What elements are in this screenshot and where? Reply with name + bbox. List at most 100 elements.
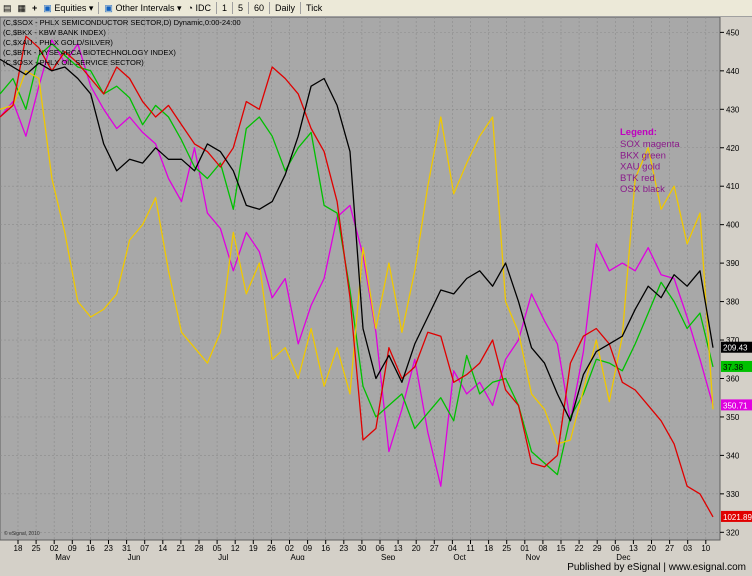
y-tick-label: 390 — [726, 259, 740, 268]
x-tick-label: 27 — [665, 544, 674, 553]
month-label: Dec — [616, 553, 630, 560]
value-badge: 37.38 — [721, 360, 752, 372]
x-tick-label: 21 — [176, 544, 185, 553]
value-badge-label: 350.71 — [723, 401, 748, 410]
x-tick-label: 09 — [68, 544, 77, 553]
divider — [248, 2, 249, 14]
value-badge-bg — [721, 341, 752, 353]
x-tick-label: 28 — [195, 544, 204, 553]
series-line — [0, 43, 714, 476]
y-tick-label: 340 — [726, 451, 740, 460]
value-badge: 209.43 — [721, 341, 752, 353]
x-tick-label: 16 — [321, 544, 330, 553]
y-tick-label: 440 — [726, 67, 740, 76]
x-tick-label: 29 — [593, 544, 602, 553]
legend-entry: SOX magenta — [620, 139, 680, 150]
crosshair-button[interactable]: + — [29, 1, 40, 15]
legend-entry: BTK red — [620, 173, 655, 184]
value-badge: 350.71 — [721, 399, 752, 411]
y-tick-label: 350 — [726, 413, 740, 422]
chart-title-line: (C,$XAU - PHLX GOLD/SILVER) — [3, 38, 113, 47]
value-badge-bg — [721, 510, 752, 522]
divider — [300, 2, 302, 14]
value-badge-bg — [721, 360, 752, 372]
other-intervals-dropdown[interactable]: ▣ Other Intervals ▾ — [101, 1, 184, 15]
x-tick-label: 04 — [448, 544, 457, 553]
x-tick-label: 18 — [484, 544, 493, 553]
x-tick-label: 20 — [647, 544, 656, 553]
x-tick-label: 13 — [629, 544, 638, 553]
y-axis: 320 330 340 350 360 370 380 390 400 410 420 430 440 4… — [720, 28, 752, 537]
series-lines — [0, 35, 714, 518]
divider — [215, 2, 217, 14]
y-tick-label: 410 — [726, 182, 740, 191]
x-tick-label: 03 — [683, 544, 692, 553]
idc-button[interactable]: ◔ IDC — [185, 1, 214, 15]
x-tick-label: 22 — [575, 544, 584, 553]
x-tick-label: 19 — [249, 544, 258, 553]
x-tick-label: 20 — [412, 544, 421, 553]
x-tick-label: 05 — [213, 544, 222, 553]
y-tick-label: 380 — [726, 298, 740, 307]
chart-title-line: (C,$SOX - PHLX SEMICONDUCTOR SECTOR,D) D… — [3, 18, 241, 27]
x-tick-label: 15 — [557, 544, 566, 553]
x-tick-label: 30 — [357, 544, 366, 553]
x-tick-label: 23 — [339, 544, 348, 553]
series-line — [0, 70, 714, 445]
chart[interactable]: 320 330 340 350 360 370 380 390 400 410 420 430 440 4… — [0, 17, 752, 560]
chart-icon-button[interactable]: ▤ — [0, 1, 15, 15]
equities-dropdown[interactable]: ▣ Equities ▾ — [40, 1, 96, 15]
interval-5-button[interactable]: 5 — [235, 1, 246, 15]
month-label: May — [55, 553, 70, 560]
interval-icon: ▣ — [104, 2, 113, 13]
y-tick-label: 420 — [726, 144, 740, 153]
divider — [98, 2, 100, 14]
chevron-down-icon: ▾ — [176, 2, 182, 13]
legend-entry: BKX green — [620, 150, 666, 161]
x-tick-label: 26 — [267, 544, 276, 553]
value-badge-bg — [721, 399, 752, 411]
month-label: Oct — [453, 553, 466, 560]
value-badge-label: 209.43 — [723, 344, 748, 353]
other-intervals-label: Other Intervals — [115, 3, 175, 13]
tick-label: Tick — [306, 3, 323, 13]
month-label: Sep — [381, 553, 396, 560]
published-by-text: Published by eSignal | www.esignal.com — [567, 562, 746, 573]
series-line — [0, 35, 714, 518]
idc-label: IDC — [195, 3, 211, 13]
equities-icon: ▣ — [43, 2, 52, 13]
interval-1-label: 1 — [221, 3, 227, 13]
x-tick-label: 16 — [86, 544, 95, 553]
x-tick-label: 02 — [50, 544, 59, 553]
y-tick-label: 370 — [726, 336, 740, 345]
month-label: Nov — [526, 553, 540, 560]
x-tick-label: 14 — [158, 544, 167, 553]
chart-icon: ▤ — [3, 2, 12, 13]
tick-button[interactable]: Tick — [303, 1, 325, 15]
divider — [231, 2, 233, 14]
divider — [269, 2, 271, 14]
daily-button[interactable]: Daily — [272, 1, 298, 15]
chart-title-line: (C,$BKX - KBW BANK INDEX) — [3, 28, 106, 37]
x-tick-label: 06 — [611, 544, 620, 553]
interval-60-button[interactable]: 60 — [251, 1, 267, 15]
interval-1-button[interactable]: 1 — [219, 1, 230, 15]
x-tick-label: 08 — [538, 544, 547, 553]
plus-icon: + — [32, 2, 38, 13]
y-tick-label: 400 — [726, 221, 740, 230]
toolbar: ▤ ▦ + ▣ Equities ▾ ▣ Other Intervals ▾ ◔… — [0, 0, 752, 17]
x-tick-label: 31 — [122, 544, 131, 553]
grid-icon-button[interactable]: ▦ — [15, 1, 30, 15]
x-tick-label: 06 — [376, 544, 385, 553]
interval-60-label: 60 — [254, 3, 265, 13]
chart-titles: (C,$SOX - PHLX SEMICONDUCTOR SECTOR,D) D… — [3, 18, 241, 67]
legend-entry: OSX black — [620, 184, 665, 195]
daily-label: Daily — [275, 3, 296, 13]
watermark: © eSignal, 2010 — [4, 530, 40, 537]
value-badge-label: 1021.89 — [723, 513, 752, 522]
x-tick-label: 27 — [430, 544, 439, 553]
series-line — [0, 58, 714, 422]
chart-title-line: (C,$BTK - NYSE ARCA BIOTECHNOLOGY INDEX) — [3, 48, 176, 57]
x-axis: 18 25 02 09 16 23 31 07 14 21 28 05 12 19 26 02 09 16 23 30… — [14, 540, 711, 560]
y-tick-label: 320 — [726, 528, 740, 537]
